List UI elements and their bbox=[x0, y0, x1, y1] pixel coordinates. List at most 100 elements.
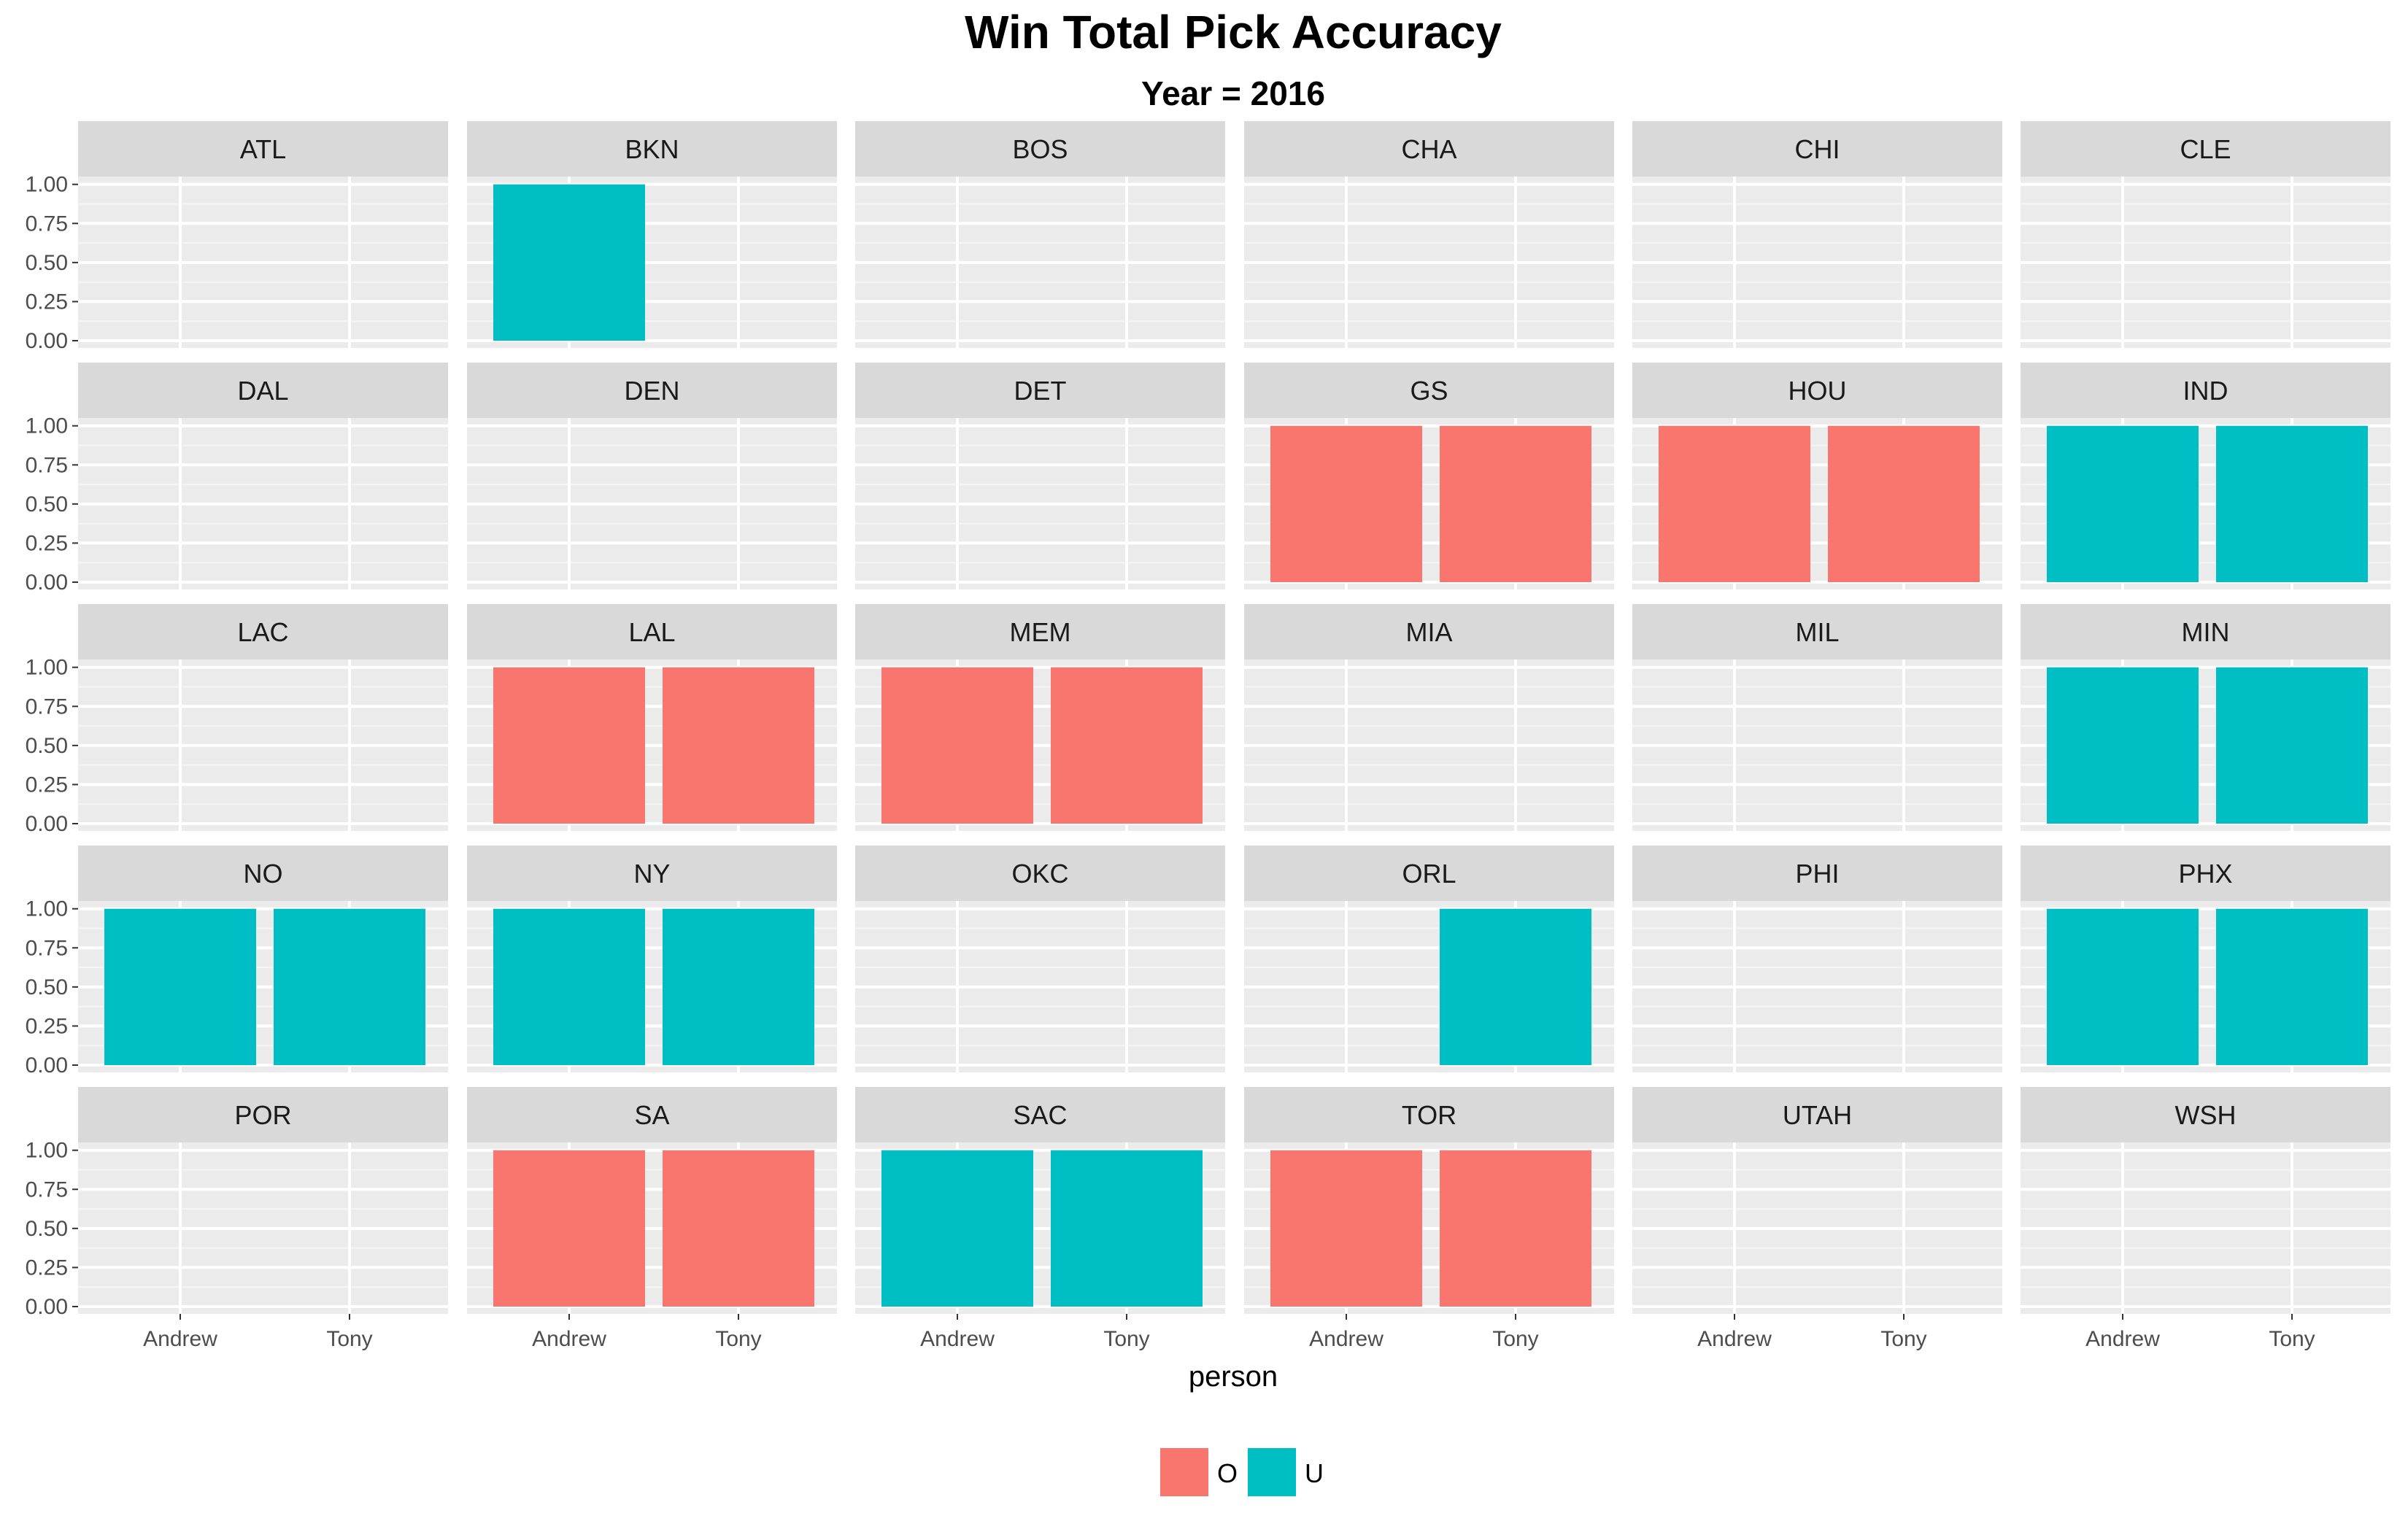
facet-label: WSH bbox=[2175, 1100, 2237, 1130]
facet-strip bbox=[1244, 121, 1614, 177]
y-tick-label: 1.00 bbox=[26, 656, 68, 680]
y-tick-label: 0.00 bbox=[26, 1295, 68, 1319]
x-tick-label: Tony bbox=[2269, 1327, 2315, 1351]
facet-strip bbox=[2021, 121, 2390, 177]
facet-label: CLE bbox=[2180, 134, 2231, 164]
bar-gs-tony bbox=[1440, 425, 1591, 582]
y-tick-label: 0.25 bbox=[26, 531, 68, 555]
legend-label-u: U bbox=[1305, 1458, 1324, 1488]
bar-hou-andrew bbox=[1659, 425, 1810, 582]
bar-sa-andrew bbox=[493, 1150, 645, 1307]
y-tick-label: 0.75 bbox=[26, 695, 68, 719]
facet-strip bbox=[2021, 1087, 2390, 1142]
facet-label: TOR bbox=[1402, 1100, 1456, 1130]
facet-label: DET bbox=[1014, 376, 1067, 406]
facet-label: MEM bbox=[1010, 617, 1071, 647]
bar-ind-tony bbox=[2216, 425, 2368, 582]
facet-label: NY bbox=[633, 859, 670, 889]
chart-title: Win Total Pick Accuracy bbox=[965, 6, 1502, 58]
facet-label: LAL bbox=[628, 617, 675, 647]
bar-min-tony bbox=[2216, 667, 2368, 824]
y-tick-label: 1.00 bbox=[26, 897, 68, 921]
x-tick-label: Tony bbox=[326, 1327, 372, 1351]
bar-ny-andrew bbox=[493, 908, 645, 1065]
facet-label: MIN bbox=[2182, 617, 2230, 647]
bar-hou-tony bbox=[1828, 425, 1980, 582]
facet-strip bbox=[1244, 846, 1614, 901]
facet-label: SAC bbox=[1013, 1100, 1067, 1130]
y-tick-label: 0.25 bbox=[26, 1256, 68, 1280]
y-tick-label: 0.25 bbox=[26, 773, 68, 797]
y-tick-label: 0.00 bbox=[26, 812, 68, 836]
x-tick-label: Andrew bbox=[2085, 1327, 2160, 1351]
facet-strip bbox=[855, 604, 1225, 659]
facet-strip bbox=[855, 1087, 1225, 1142]
facet-strip bbox=[78, 363, 448, 418]
facet-label: LAC bbox=[237, 617, 288, 647]
facet-label: ORL bbox=[1402, 859, 1456, 889]
facet-strip bbox=[78, 1087, 448, 1142]
bar-sac-tony bbox=[1051, 1150, 1203, 1307]
x-tick-label: Andrew bbox=[920, 1327, 995, 1351]
y-tick-label: 0.50 bbox=[26, 251, 68, 275]
x-axis-title: person bbox=[1189, 1361, 1278, 1393]
bar-ny-tony bbox=[663, 908, 814, 1065]
facet-label: IND bbox=[2183, 376, 2228, 406]
facet-label: PHI bbox=[1795, 859, 1839, 889]
x-tick-label: Andrew bbox=[532, 1327, 606, 1351]
facet-label: OKC bbox=[1011, 859, 1068, 889]
legend-label-o: O bbox=[1217, 1458, 1238, 1488]
bar-sa-tony bbox=[663, 1150, 814, 1307]
y-tick-label: 1.00 bbox=[26, 414, 68, 438]
bar-bkn-andrew bbox=[493, 184, 645, 341]
y-tick-label: 0.75 bbox=[26, 1177, 68, 1202]
facet-strip bbox=[1632, 363, 2002, 418]
bar-tor-andrew bbox=[1270, 1150, 1422, 1307]
facet-strip bbox=[467, 1087, 837, 1142]
bar-tor-tony bbox=[1440, 1150, 1591, 1307]
facet-label: HOU bbox=[1788, 376, 1847, 406]
y-tick-label: 0.25 bbox=[26, 290, 68, 314]
facet-strip bbox=[467, 363, 837, 418]
bar-orl-tony bbox=[1440, 908, 1591, 1065]
bar-lal-tony bbox=[663, 667, 814, 824]
x-tick-label: Tony bbox=[1103, 1327, 1149, 1351]
facet-strip bbox=[1632, 121, 2002, 177]
bar-gs-andrew bbox=[1270, 425, 1422, 582]
facet-strip bbox=[1632, 1087, 2002, 1142]
y-tick-label: 1.00 bbox=[26, 1139, 68, 1163]
chart-subtitle: Year = 2016 bbox=[1141, 74, 1325, 112]
facet-label: GS bbox=[1410, 376, 1448, 406]
facet-label: MIA bbox=[1405, 617, 1452, 647]
y-tick-label: 0.75 bbox=[26, 212, 68, 236]
facet-strip bbox=[855, 121, 1225, 177]
facet-strip bbox=[78, 604, 448, 659]
facet-label: MIL bbox=[1795, 617, 1839, 647]
y-tick-label: 0.00 bbox=[26, 329, 68, 353]
y-tick-label: 0.75 bbox=[26, 453, 68, 477]
facet-strip bbox=[467, 604, 837, 659]
bar-phx-tony bbox=[2216, 908, 2368, 1065]
x-tick-label: Tony bbox=[1880, 1327, 1926, 1351]
facet-strip bbox=[78, 846, 448, 901]
facet-strip bbox=[1632, 604, 2002, 659]
bar-mem-tony bbox=[1051, 667, 1203, 824]
facet-label: DEN bbox=[624, 376, 679, 406]
y-tick-label: 0.00 bbox=[26, 1053, 68, 1078]
facet-strip bbox=[2021, 363, 2390, 418]
legend-swatch-o bbox=[1160, 1448, 1208, 1496]
facet-strip bbox=[467, 121, 837, 177]
x-tick-label: Andrew bbox=[143, 1327, 217, 1351]
facet-label: ATL bbox=[240, 134, 286, 164]
x-tick-label: Tony bbox=[1492, 1327, 1538, 1351]
facet-label: PHX bbox=[2178, 859, 2232, 889]
y-tick-label: 0.50 bbox=[26, 1217, 68, 1241]
facet-label: BOS bbox=[1012, 134, 1068, 164]
y-tick-label: 0.00 bbox=[26, 570, 68, 595]
facet-label: SA bbox=[634, 1100, 669, 1130]
facet-label: NO bbox=[244, 859, 283, 889]
x-tick-label: Tony bbox=[715, 1327, 761, 1351]
bar-phx-andrew bbox=[2047, 908, 2199, 1065]
